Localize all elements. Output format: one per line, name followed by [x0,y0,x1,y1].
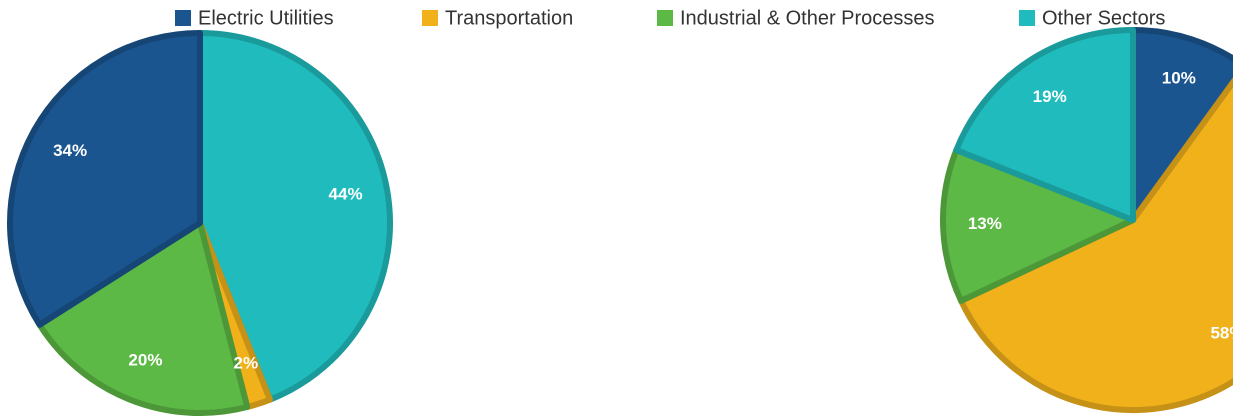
pie-slice [1130,27,1233,223]
pie-slice [36,220,251,416]
data-label: 2% [233,353,258,372]
pie-slice [953,27,1136,223]
pie-slice [958,77,1233,413]
legend-swatch [657,10,673,26]
data-label: 44% [329,185,363,204]
legend-label: Other Sectors [1042,7,1165,29]
pie-slice [940,147,1136,304]
legend-label: Industrial & Other Processes [680,7,935,29]
legend-swatch [1019,10,1035,26]
data-label: 19% [1033,87,1067,106]
data-label: 34% [53,141,87,160]
pie-slice [7,30,203,328]
data-label: 13% [968,214,1002,233]
legend-label: Transportation [445,7,573,29]
data-label: 58% [1210,324,1233,343]
legend-swatch [175,10,191,26]
data-label: 10% [1162,69,1196,88]
pie-slice [197,30,393,403]
legend-label: Electric Utilities [198,7,334,29]
legend-swatch [422,10,438,26]
data-label: 20% [128,350,162,369]
